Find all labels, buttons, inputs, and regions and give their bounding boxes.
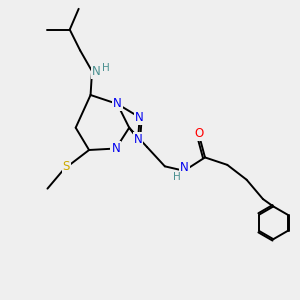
Text: N: N bbox=[135, 111, 144, 124]
Text: H: H bbox=[173, 172, 181, 182]
Text: N: N bbox=[111, 142, 120, 155]
Text: O: O bbox=[194, 127, 204, 140]
Text: S: S bbox=[62, 160, 70, 173]
Text: N: N bbox=[134, 133, 142, 146]
Text: N: N bbox=[92, 65, 101, 78]
Text: H: H bbox=[102, 63, 110, 73]
Text: N: N bbox=[180, 161, 189, 174]
Text: N: N bbox=[113, 98, 122, 110]
